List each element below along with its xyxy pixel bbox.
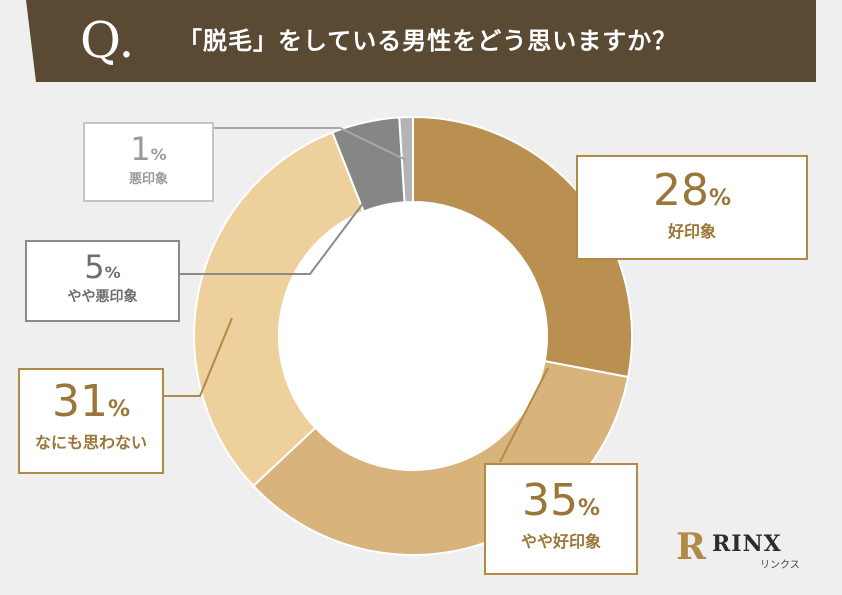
callout-somewhat-bad: 5% やや悪印象 xyxy=(25,240,180,322)
leader-line-bad-impression xyxy=(214,127,407,161)
rinx-logo: R RINX リンクス xyxy=(676,525,826,585)
leader-line-no-opinion xyxy=(164,317,233,397)
callout-bad-impression: 1% 悪印象 xyxy=(83,122,214,202)
logo-mark: R xyxy=(676,526,706,568)
percent-sign: % xyxy=(577,496,601,521)
donut-hole xyxy=(279,202,547,470)
callout-value: 28 xyxy=(652,165,709,216)
callout-somewhat-good: 35% やや好印象 xyxy=(484,463,638,575)
callout-lines xyxy=(164,127,549,463)
callout-value: 31 xyxy=(51,376,108,427)
leader-line-somewhat-good xyxy=(499,367,549,463)
callout-category: なにも思わない xyxy=(34,433,147,452)
leader-line-somewhat-bad xyxy=(180,185,377,275)
percent-sign: % xyxy=(708,186,732,211)
callout-category: やや悪印象 xyxy=(67,289,138,305)
callout-value: 5 xyxy=(84,248,105,286)
page-title: 「脱毛」をしている男性をどう思いますか？ xyxy=(178,27,678,55)
logo-kana: リンクス xyxy=(760,560,800,571)
callout-category: 好印象 xyxy=(667,222,716,241)
percent-sign: % xyxy=(104,263,121,282)
logo-wordmark: RINX xyxy=(712,531,782,557)
percent-sign: % xyxy=(107,397,131,422)
q-letter: Q. xyxy=(80,11,135,69)
donut-slices xyxy=(193,115,633,556)
callout-value: 1 xyxy=(130,130,151,168)
callout-category: 悪印象 xyxy=(128,172,168,187)
title-banner xyxy=(26,0,816,82)
callout-good-impression: 28% 好印象 xyxy=(576,155,808,260)
percent-sign: % xyxy=(150,145,167,164)
callout-value: 35 xyxy=(521,475,578,526)
callout-no-opinion: 31% なにも思わない xyxy=(18,368,164,474)
callout-category: やや好印象 xyxy=(520,532,601,551)
